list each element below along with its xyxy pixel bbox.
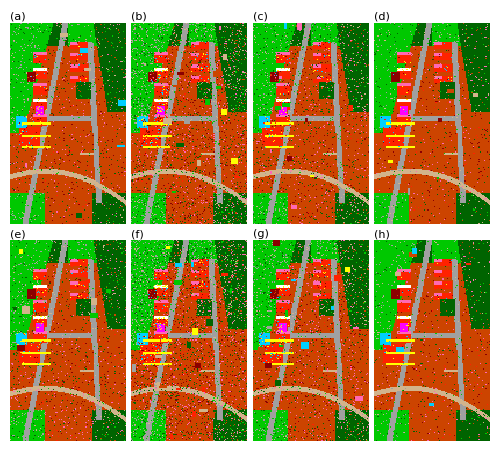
Text: (e): (e) bbox=[10, 229, 26, 239]
Text: (g): (g) bbox=[253, 229, 269, 239]
Text: (a): (a) bbox=[10, 12, 26, 22]
Text: (f): (f) bbox=[132, 229, 144, 239]
Text: (b): (b) bbox=[132, 12, 147, 22]
Text: (d): (d) bbox=[374, 12, 390, 22]
Text: (c): (c) bbox=[253, 12, 268, 22]
Text: (h): (h) bbox=[374, 229, 390, 239]
